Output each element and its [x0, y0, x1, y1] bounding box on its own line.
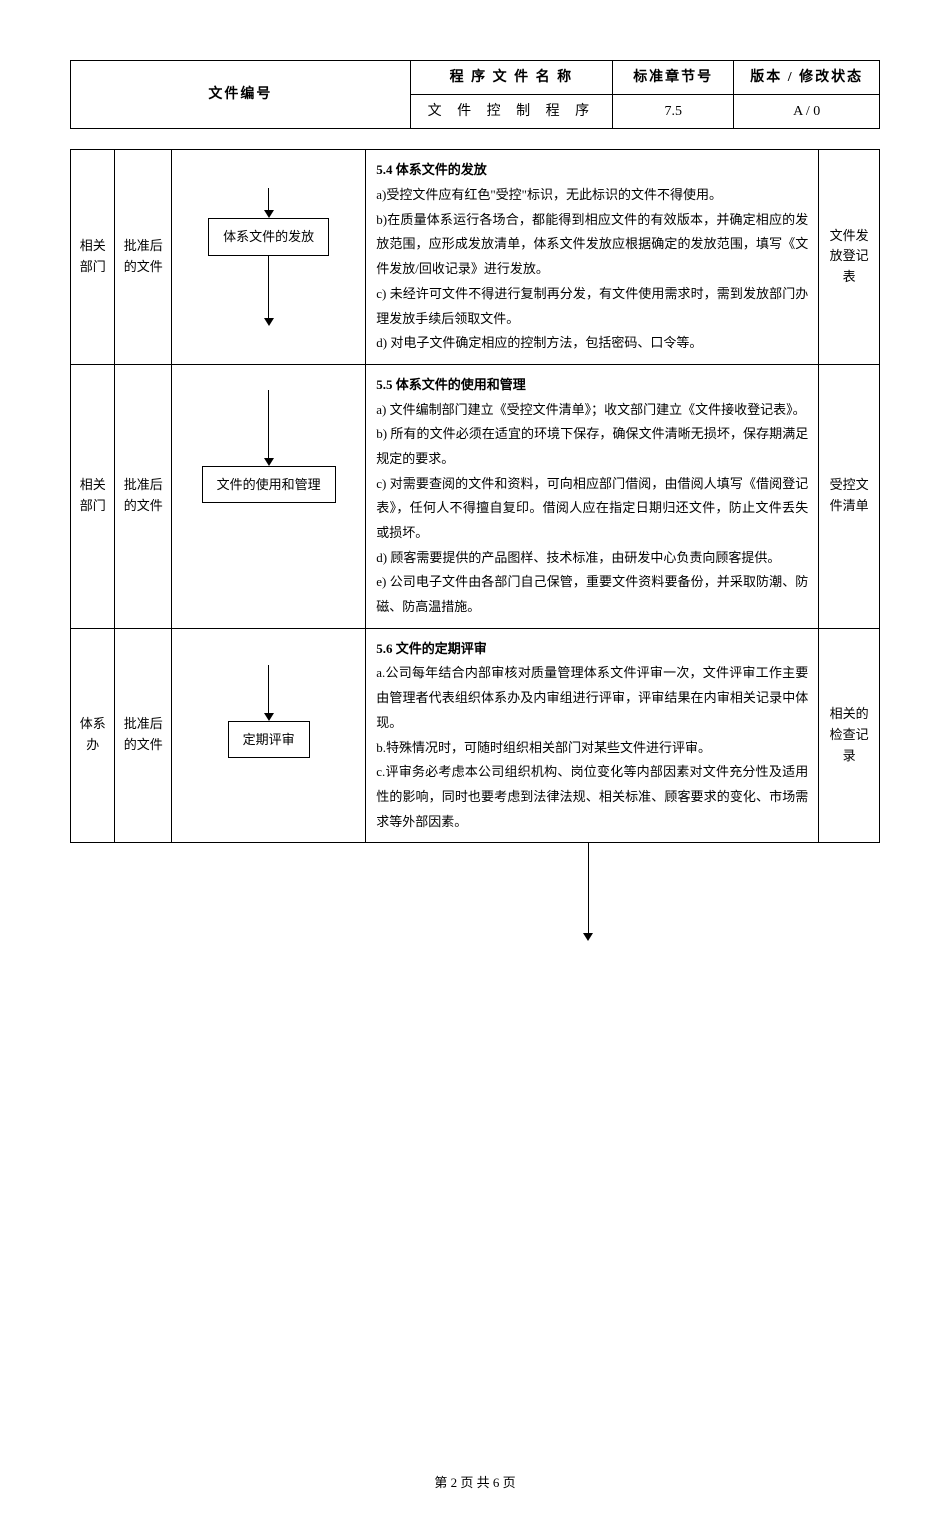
flow-cell: 体系文件的发放 [172, 150, 366, 365]
flow-box: 定期评审 [228, 721, 310, 758]
name-header: 程 序 文 件 名 称 [410, 61, 612, 95]
desc-cell: 5.4 体系文件的发放 a)受控文件应有红色"受控"标识，无此标识的文件不得使用… [366, 150, 819, 365]
flow-box: 体系文件的发放 [208, 218, 329, 255]
desc-cell: 5.6 文件的定期评审 a.公司每年结合内部审核对质量管理体系文件评审一次，文件… [366, 628, 819, 843]
section-header: 标准章节号 [613, 61, 734, 95]
desc-cell: 5.5 体系文件的使用和管理 a) 文件编制部门建立《受控文件清单》；收文部门建… [366, 364, 819, 628]
status-cell: 批准后的文件 [115, 150, 172, 365]
output-cell: 受控文件清单 [819, 364, 880, 628]
dept-cell: 体系办 [71, 628, 115, 843]
file-number-cell: 文件编号 [71, 61, 411, 129]
status-cell: 批准后的文件 [115, 628, 172, 843]
table-row: 相关部门 批准后的文件 体系文件的发放 5.4 体系文件的发放 a)受控文件应有… [71, 150, 880, 365]
version-header: 版本 / 修改状态 [734, 61, 880, 95]
status-cell: 批准后的文件 [115, 364, 172, 628]
continuation-arrow [297, 843, 880, 941]
output-cell: 文件发放登记表 [819, 150, 880, 365]
version-value: A / 0 [734, 95, 880, 129]
flow-cell: 定期评审 [172, 628, 366, 843]
page-number: 第 2 页 共 6 页 [70, 1471, 880, 1494]
table-row: 体系办 批准后的文件 定期评审 5.6 文件的定期评审 a.公司每年结合内部审核… [71, 628, 880, 843]
dept-cell: 相关部门 [71, 150, 115, 365]
output-cell: 相关的检查记录 [819, 628, 880, 843]
flow-box: 文件的使用和管理 [202, 466, 336, 503]
header-table: 文件编号 程 序 文 件 名 称 标准章节号 版本 / 修改状态 文 件 控 制… [70, 60, 880, 129]
table-row: 相关部门 批准后的文件 文件的使用和管理 5.5 体系文件的使用和管理 a) 文… [71, 364, 880, 628]
main-table: 相关部门 批准后的文件 体系文件的发放 5.4 体系文件的发放 a)受控文件应有… [70, 149, 880, 843]
section-value: 7.5 [613, 95, 734, 129]
dept-cell: 相关部门 [71, 364, 115, 628]
flow-cell: 文件的使用和管理 [172, 364, 366, 628]
name-value: 文 件 控 制 程 序 [410, 95, 612, 129]
